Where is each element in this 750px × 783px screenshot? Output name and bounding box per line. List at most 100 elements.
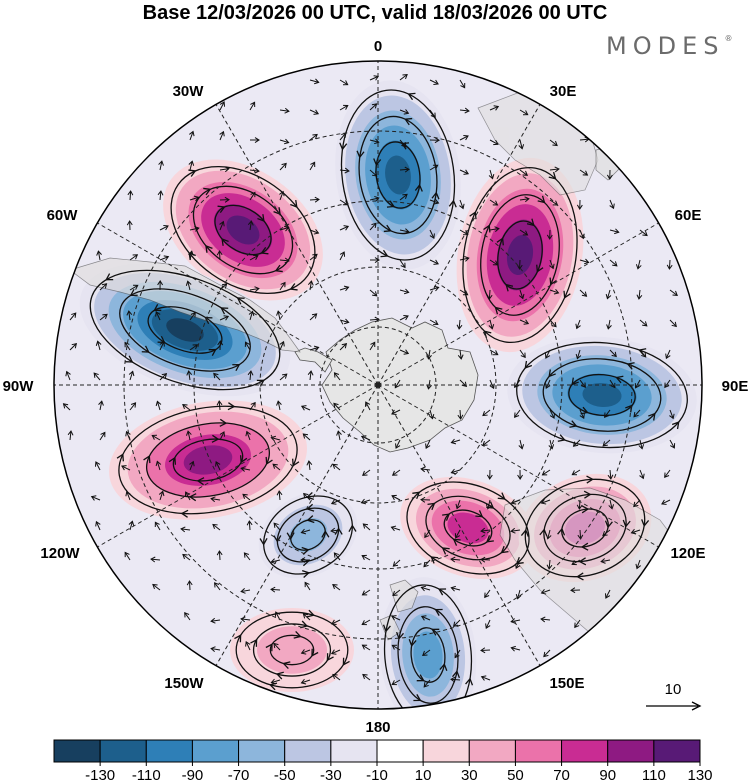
wind-arrow	[422, 649, 431, 656]
wind-arrowhead	[422, 650, 428, 656]
wind-arrow	[514, 379, 521, 388]
wind-arrow	[519, 319, 529, 325]
wind-arrow	[605, 589, 611, 599]
longitude-labels: 0 30E 60E 90E 120E 150E 180 150W 120W 90…	[3, 38, 749, 736]
wind-arrow	[635, 379, 641, 389]
wind-arrowhead	[634, 383, 640, 389]
wind-arrowhead	[571, 560, 577, 566]
wind-arrow	[212, 524, 221, 531]
colorbar-tick-label: 70	[553, 767, 570, 783]
streamline-arrowhead	[581, 505, 590, 514]
wind-arrowhead	[434, 137, 440, 144]
wind-arrow	[189, 461, 194, 471]
streamline-loop	[442, 509, 494, 547]
wind-arrow	[301, 679, 311, 684]
wind-arrowhead	[492, 200, 499, 206]
wind-arrow	[249, 102, 256, 111]
colorbar-tick-label: -110	[132, 767, 161, 783]
streamline-arrowhead	[383, 224, 392, 233]
streamline	[375, 141, 421, 209]
wind-arrowhead	[223, 315, 230, 321]
streamline	[340, 89, 456, 261]
streamline-arrowhead	[548, 369, 556, 378]
wind-arrowhead	[602, 530, 608, 537]
streamline-arrowhead	[571, 377, 579, 386]
wind-arrow	[514, 409, 521, 418]
wind-arrowhead	[493, 350, 499, 356]
wind-arrow	[249, 402, 256, 411]
streamline-arrowhead	[451, 670, 461, 679]
wind-arrowhead	[545, 534, 552, 540]
wind-arrowhead	[515, 594, 522, 600]
wind-arrowhead	[423, 682, 429, 688]
wind-arrowhead	[332, 463, 338, 469]
colorbar-swatch	[422, 739, 470, 763]
wind-arrowhead	[186, 370, 193, 376]
streamline-arrowhead	[221, 237, 229, 246]
wind-arrowhead	[543, 651, 549, 658]
wind-arrowhead	[194, 226, 200, 232]
wind-arrow	[339, 105, 349, 111]
wind-arrowhead	[300, 678, 307, 685]
streamline-arrowhead	[380, 249, 389, 258]
wind-arrowhead	[270, 435, 276, 442]
wind-arrowhead	[549, 263, 555, 270]
wind-arrow	[487, 499, 491, 509]
wind-arrow	[541, 499, 551, 504]
wind-arrow	[489, 139, 499, 145]
wind-arrow	[664, 469, 671, 478]
wind-arrow	[241, 618, 251, 621]
wind-arrowhead	[429, 233, 435, 239]
wind-arrowhead	[403, 109, 410, 115]
wind-arrow	[511, 499, 521, 504]
wind-arrow	[362, 644, 371, 651]
negative-anomaly-ross-sea-contour	[413, 631, 443, 679]
streamline-loop	[214, 204, 272, 256]
wind-arrowhead	[71, 342, 78, 349]
graticule	[54, 61, 702, 709]
wind-arrow	[309, 79, 319, 83]
colorbar-tick-label: 130	[687, 767, 712, 783]
wind-arrow	[242, 493, 251, 501]
wind-arrowhead	[635, 563, 641, 570]
wind-arrow	[450, 558, 461, 561]
streamline-arrowhead	[205, 244, 213, 253]
streamline	[290, 519, 326, 551]
colorbar-swatch	[145, 739, 193, 763]
streamline-arrowhead	[180, 509, 189, 518]
latitude-circle-70s	[259, 266, 497, 504]
wind-arrowhead	[362, 523, 369, 529]
wind-arrow	[572, 469, 581, 476]
wind-arrowhead	[450, 438, 457, 445]
wind-arrow	[219, 221, 224, 231]
wind-arrowhead	[362, 673, 368, 680]
wind-arrowhead	[669, 413, 675, 420]
wind-arrowhead	[607, 474, 614, 480]
wind-arrowhead	[250, 401, 256, 408]
wind-arrow	[429, 259, 439, 265]
wind-arrow	[489, 199, 498, 206]
streamline-arrowhead	[496, 237, 504, 246]
wind-arrowhead	[522, 110, 529, 116]
streamline-arrowhead	[300, 620, 309, 629]
wind-arrowhead	[182, 403, 188, 410]
streamline-arrowhead	[483, 330, 492, 339]
streamline	[276, 507, 340, 563]
wind-arrow	[488, 289, 491, 300]
wind-arrow	[218, 550, 221, 561]
wind-arrowhead	[392, 561, 399, 567]
wind-arrowhead	[307, 280, 314, 286]
wind-arrowhead	[433, 320, 439, 326]
wind-arrow	[241, 467, 251, 471]
wind-arrowhead	[459, 203, 465, 210]
streamline-arrowhead	[400, 142, 410, 150]
wind-arrow	[63, 403, 71, 411]
wind-arrow	[391, 409, 401, 415]
wind-arrow	[459, 349, 462, 359]
streamline-loop	[408, 627, 448, 683]
wind-arrow	[309, 109, 319, 115]
wind-arrow	[391, 615, 401, 621]
wind-arrow	[429, 229, 435, 239]
wind-arrow	[399, 289, 409, 293]
wind-arrow	[609, 349, 617, 357]
